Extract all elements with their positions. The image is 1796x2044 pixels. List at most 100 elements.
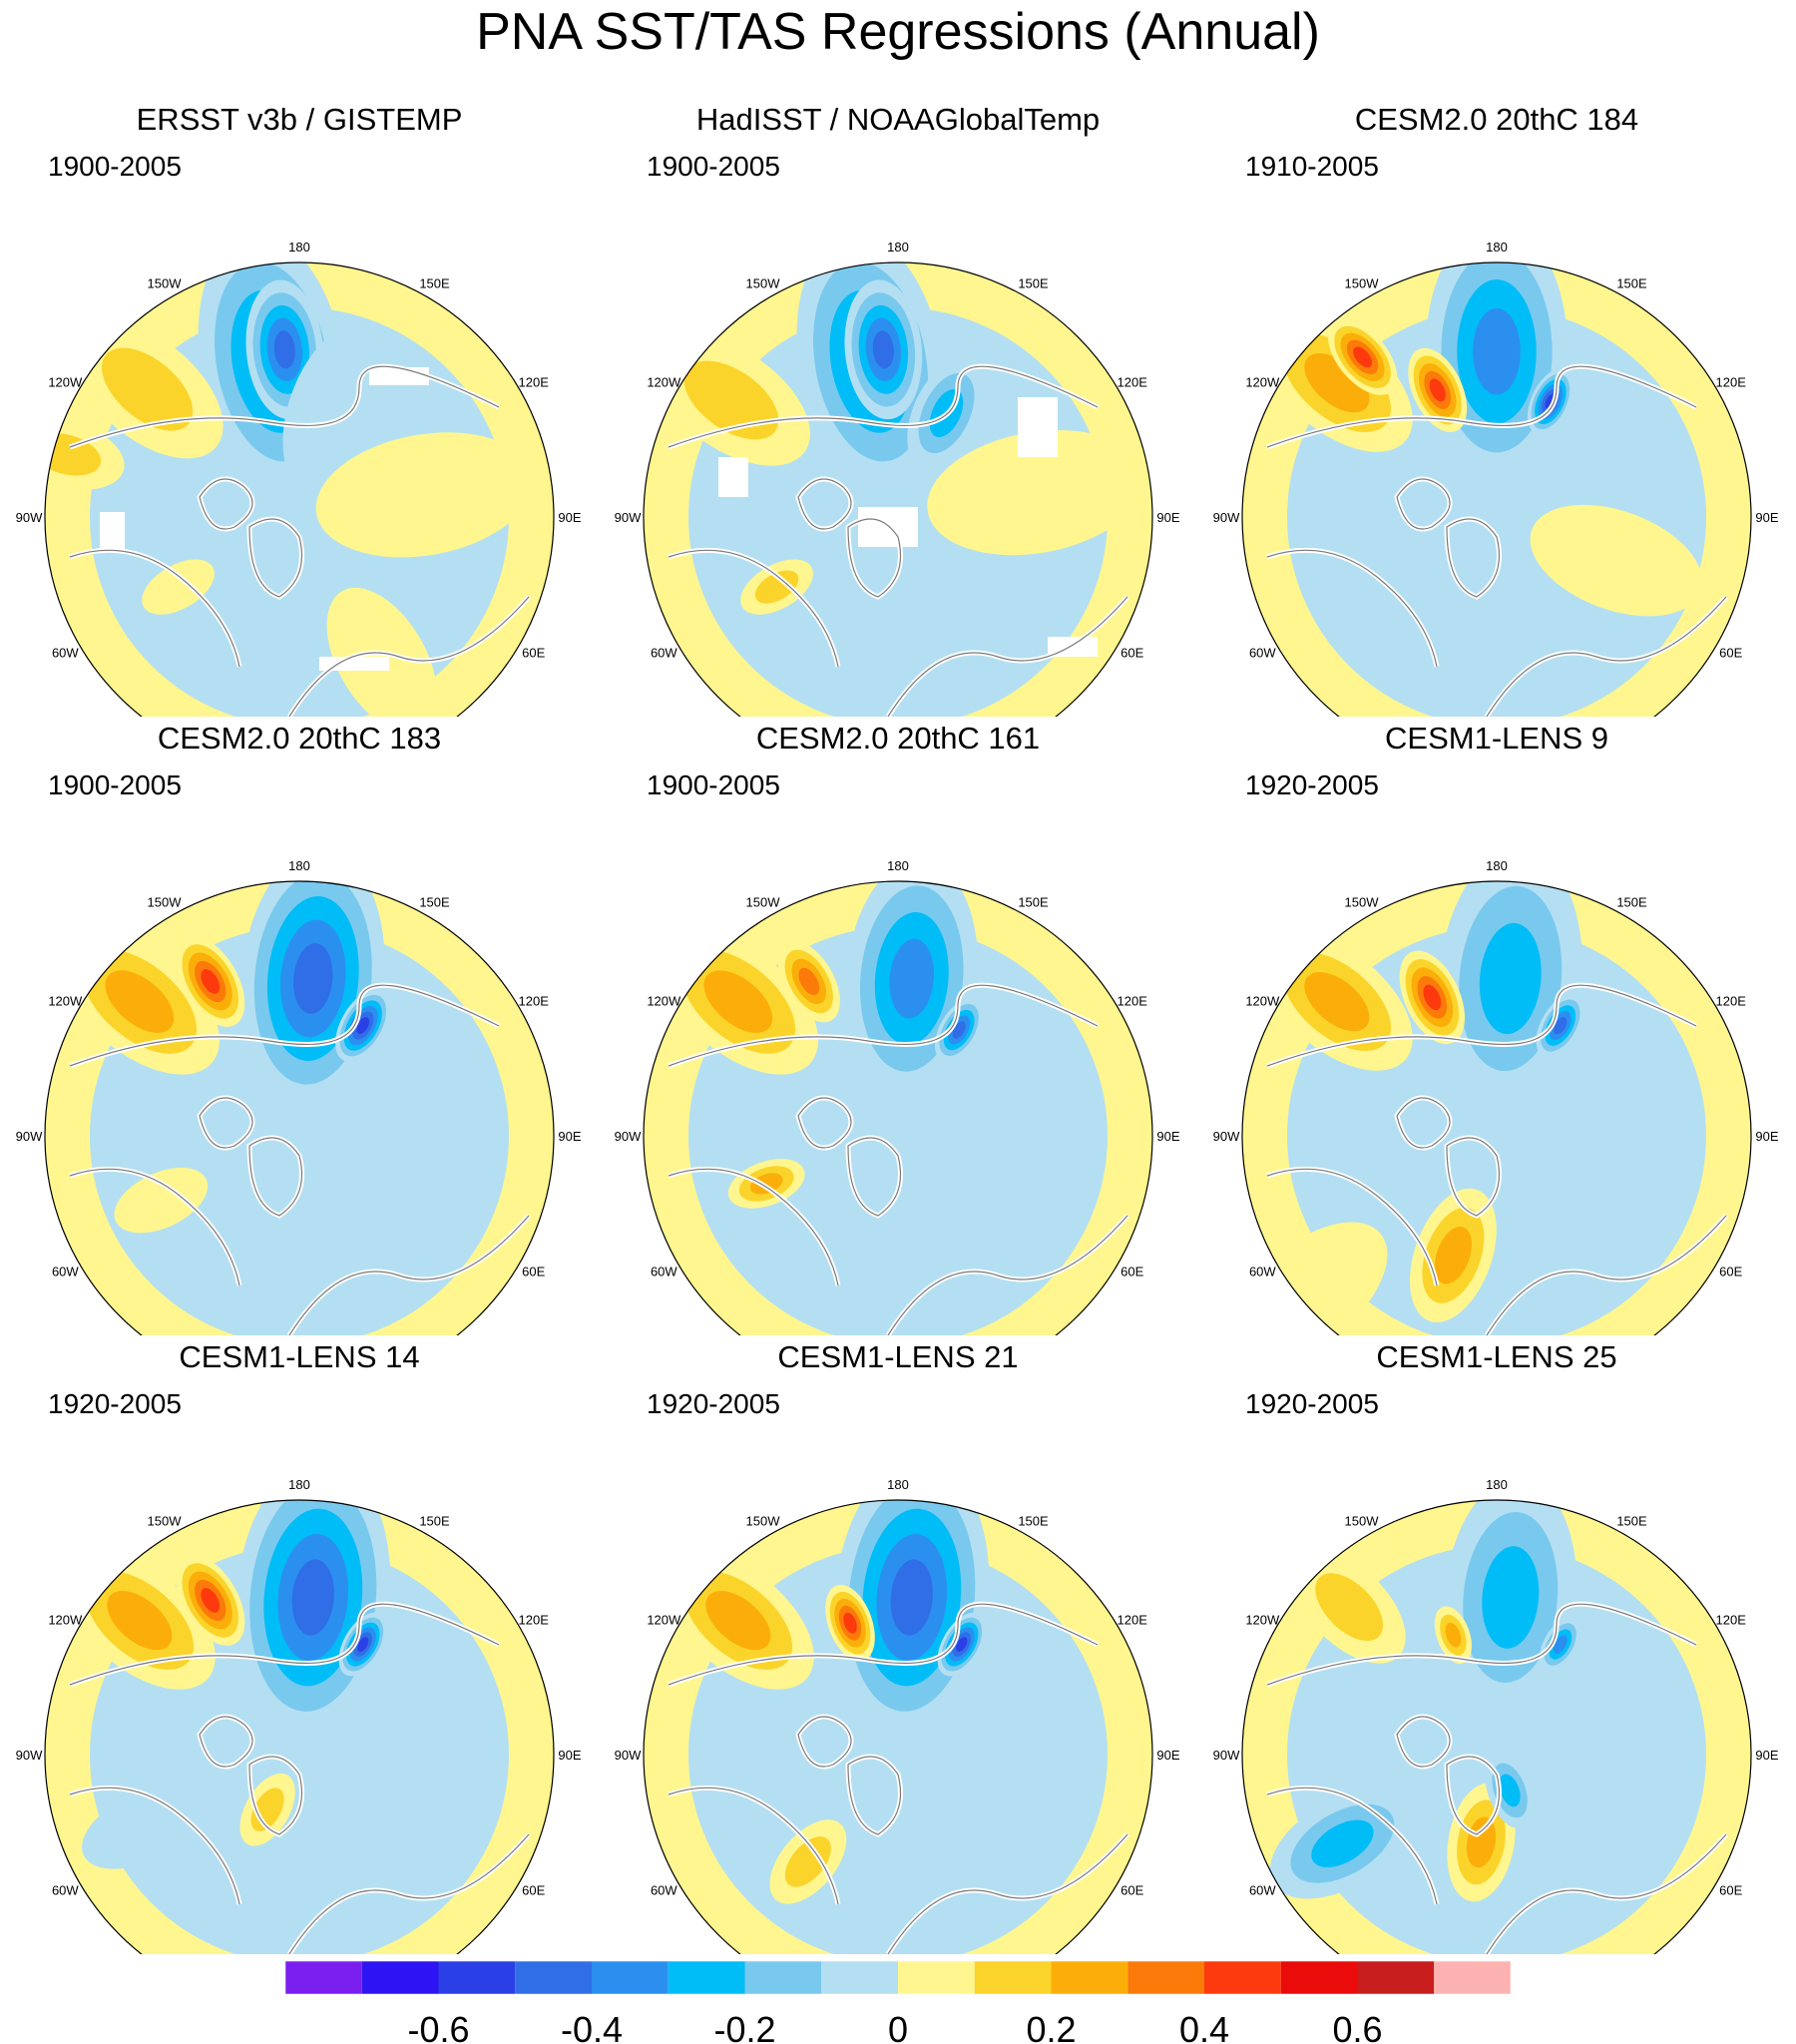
map-panel: CESM1-LENS 141920-2005180150E120E90E60E3… (0, 1335, 599, 1954)
contour-region (1315, 1573, 1384, 1642)
coastline-edge (69, 365, 500, 448)
longitude-label: 150E (419, 1513, 450, 1528)
longitude-label: 90W (1213, 1129, 1240, 1144)
polar-map: 180150E120E90E60E30E030W60W90W120W150W (1213, 240, 1779, 717)
coastline-edge (1446, 1756, 1501, 1835)
coastline-edge (797, 478, 852, 530)
longitude-label: 90E (558, 510, 581, 525)
colorbar-tick-label: 0.6 (1332, 2009, 1382, 2044)
contour-region (105, 970, 175, 1033)
contour-region (293, 943, 333, 1014)
polar-map: 180150E120E90E60E30E030W60W90W120W150W (16, 1477, 582, 1954)
coastline-edge (248, 518, 303, 598)
coastline-edge (288, 1215, 530, 1335)
polar-map: 180150E120E90E60E30E030W60W90W120W150W (615, 858, 1180, 1335)
longitude-label: 60E (1121, 1265, 1143, 1279)
panel-period: 1920-2005 (1245, 1388, 1379, 1419)
polar-map: 180150E120E90E60E30E030W60W90W120W150W (1213, 858, 1779, 1335)
colorbar-tick-label: -0.4 (561, 2009, 623, 2044)
panel-title: CESM1-LENS 21 (777, 1339, 1019, 1374)
map-border (1241, 880, 1752, 1335)
coastline-edge (248, 1137, 303, 1217)
map-border (44, 880, 555, 1335)
longitude-label: 150W (746, 894, 781, 909)
map-panel: CESM2.0 20thC 184 1910-2005 180 150E 120E 90E… (1197, 98, 1796, 717)
colorbar-swatch (1434, 1961, 1511, 1994)
contour-region (107, 1590, 173, 1651)
coastline-edge (199, 478, 253, 530)
longitude-label: 150E (1018, 894, 1049, 909)
coastline-edge (1266, 1168, 1438, 1286)
contour-region (201, 1588, 221, 1613)
longitude-label: 150E (1616, 894, 1647, 909)
contour-region (683, 360, 779, 440)
coastline-edge (1396, 1097, 1451, 1149)
coastline-edge (668, 365, 1099, 448)
colorbar-tick-label: 0.4 (1179, 2009, 1229, 2044)
contour-region (1479, 922, 1542, 1035)
longitude-label: 150W (148, 894, 183, 909)
coastline-edge (199, 1716, 253, 1768)
coastline-edge (668, 1603, 1099, 1686)
coastline-edge (69, 1603, 500, 1686)
longitude-label: 60W (1249, 1883, 1276, 1898)
coastline-edge (1486, 1833, 1727, 1954)
longitude-label: 180 (288, 858, 310, 873)
coastline-edge (668, 549, 839, 668)
longitude-label: 60E (1719, 1265, 1742, 1279)
colorbar-swatch (744, 1961, 822, 1994)
longitude-label: 120E (1716, 375, 1747, 390)
contour-region (291, 1559, 334, 1636)
longitude-label: 120E (1118, 1613, 1148, 1628)
polar-map: 180150E120E90E60E30E030W60W90W120W150W (16, 858, 582, 1335)
colorbar-swatch (974, 1961, 1052, 1994)
coastline-edge (69, 549, 240, 668)
colorbar-swatch (285, 1961, 362, 1994)
coastline-edge (887, 1215, 1128, 1335)
longitude-label: 60W (1249, 646, 1276, 661)
longitude-label: 120W (48, 375, 83, 390)
coastline-edge (1396, 478, 1451, 530)
longitude-label: 90W (1213, 510, 1240, 525)
longitude-label: 120W (48, 1613, 83, 1628)
longitude-label: 120E (1716, 1613, 1747, 1628)
coastline-edge (1486, 1215, 1727, 1335)
longitude-label: 120W (48, 994, 83, 1009)
panel-title: CESM1-LENS 9 (1385, 721, 1608, 756)
longitude-label: 150W (746, 1513, 781, 1528)
panel-period: 1900-2005 (48, 769, 182, 800)
colorbar-swatch (1127, 1961, 1204, 1994)
longitude-label: 120E (1118, 375, 1148, 390)
map-border (44, 1499, 555, 1954)
map-panel: CESM1-LENS 91920-2005180150E120E90E60E30… (1197, 717, 1796, 1335)
contour-region (754, 570, 799, 604)
map-border (643, 1499, 1153, 1954)
colorbar-swatch (1204, 1961, 1281, 1994)
colorbar-tick-label: -0.6 (407, 2009, 469, 2044)
contour-region (273, 330, 295, 369)
longitude-label: 60E (522, 1883, 545, 1898)
longitude-label: 180 (887, 240, 909, 255)
contour-region (843, 1612, 857, 1634)
longitude-label: 180 (288, 240, 310, 255)
map-border (1241, 261, 1752, 717)
longitude-label: 180 (887, 858, 909, 873)
panel-period: 1900-2005 (647, 151, 780, 182)
colorbar-swatch (592, 1961, 669, 1994)
map-panel: CESM1-LENS 211920-2005180150E120E90E60E3… (599, 1335, 1197, 1954)
contour-region (1553, 1635, 1568, 1654)
longitude-label: 90E (558, 1129, 581, 1144)
polar-map: 180150E120E90E60E30E030W60W90W120W150W (16, 240, 582, 717)
contour-region (1445, 1622, 1462, 1648)
longitude-label: 120W (647, 375, 681, 390)
coastline-edge (69, 984, 500, 1067)
longitude-label: 90W (615, 1748, 642, 1763)
colorbar-tick-label: 0 (888, 2009, 908, 2044)
contour-region (1429, 378, 1446, 402)
longitude-label: 150W (1345, 275, 1380, 290)
longitude-label: 60W (52, 646, 79, 661)
map-panel: CESM2.0 20thC 161 1900-2005 180 150E 120E 90E… (599, 717, 1197, 1335)
longitude-label: 180 (1486, 858, 1508, 873)
contour-region (1434, 1227, 1472, 1284)
coastline-edge (1446, 1137, 1501, 1217)
